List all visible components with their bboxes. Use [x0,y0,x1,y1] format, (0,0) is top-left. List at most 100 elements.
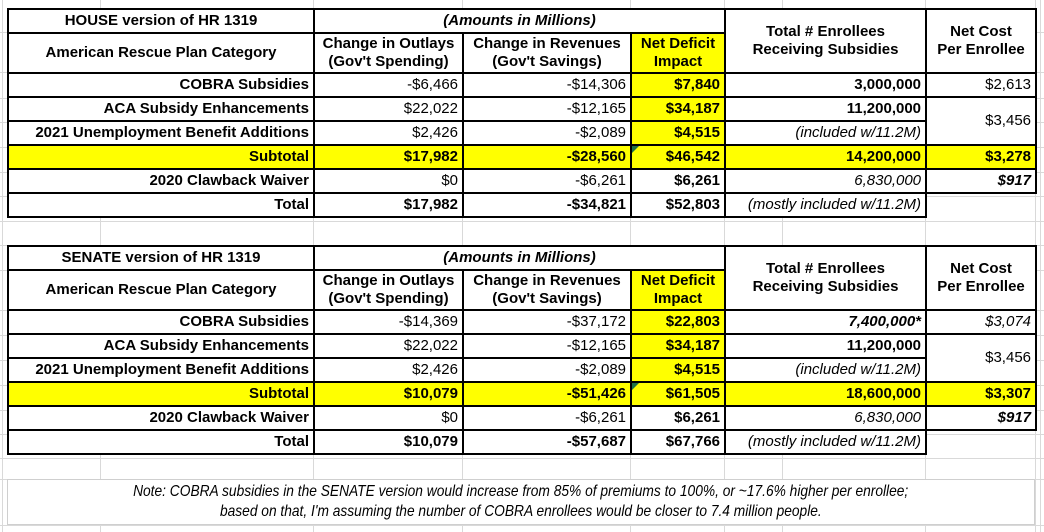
net-cost-cell[interactable]: $3,278 [925,144,1038,170]
revenues-cell[interactable]: -$37,172 [462,309,632,335]
category-cell[interactable]: Total [7,192,315,218]
revenues-cell[interactable]: -$51,426 [462,381,632,407]
deficit-cell[interactable]: $4,515 [629,357,727,383]
enrollees-cell[interactable]: 14,200,000 [724,144,928,170]
net-cost-header-line1: Net Cost [950,23,1012,40]
outlays-cell[interactable]: -$14,369 [313,309,464,335]
revenues-cell[interactable]: -$34,821 [462,192,632,218]
senate-aca-row: ACA Subsidy Enhancements $22,022 -$12,16… [7,333,1038,383]
revenues-cell[interactable]: -$6,261 [462,168,632,194]
category-cell[interactable]: ACA Subsidy Enhancements [7,96,315,122]
net-cost-cell[interactable]: $3,074 [925,309,1038,335]
deficit-cell[interactable]: $7,840 [629,72,727,98]
outlays-cell[interactable]: $22,022 [313,96,464,122]
category-cell[interactable]: COBRA Subsidies [7,72,315,98]
enrollees-cell[interactable]: 3,000,000 [724,72,928,98]
outlays-cell[interactable]: $10,079 [313,381,464,407]
revenues-cell[interactable]: -$57,687 [462,429,632,455]
category-cell[interactable]: Total [7,429,315,455]
outlays-cell[interactable]: $10,079 [313,429,464,455]
net-cost-cell[interactable]: $917 [925,168,1038,194]
deficit-header-line1: Net Deficit [640,272,716,289]
net-cost-header-line1: Net Cost [950,260,1012,277]
category-cell[interactable]: COBRA Subsidies [7,309,315,335]
enrollees-cell[interactable]: 18,600,000 [724,381,928,407]
enrollees-header-cell[interactable]: Total # Enrollees Receiving Subsidies [724,245,928,311]
category-header-cell[interactable]: American Rescue Plan Category [7,269,315,311]
enrollees-cell[interactable]: 6,830,000 [724,168,928,194]
category-cell[interactable]: Subtotal [7,381,315,407]
enrollees-cell[interactable]: (included w/11.2M) [724,357,928,383]
enrollees-cell[interactable]: 7,400,000* [724,309,928,335]
category-cell[interactable]: 2020 Clawback Waiver [7,405,315,431]
deficit-cell[interactable]: $22,803 [629,309,727,335]
net-cost-cell[interactable]: $3,307 [925,381,1038,407]
deficit-value: $46,542 [665,148,721,165]
amounts-in-millions-cell[interactable]: (Amounts in Millions) [312,8,727,34]
enrollees-cell[interactable]: 6,830,000 [724,405,928,431]
senate-title-row: SENATE version of HR 1319 (Amounts in Mi… [7,245,1038,311]
category-cell[interactable]: 2020 Clawback Waiver [7,168,315,194]
revenues-cell[interactable]: -$2,089 [462,120,632,146]
excel-error-flag-icon [633,384,639,390]
excel-error-flag-icon [633,147,639,153]
revenues-cell[interactable]: -$6,261 [462,405,632,431]
revenues-header-cell[interactable]: Change in Revenues (Gov't Savings) [462,269,632,311]
outlays-cell[interactable]: $2,426 [313,357,464,383]
category-header-cell[interactable]: American Rescue Plan Category [7,32,315,74]
net-cost-cell[interactable]: $917 [925,405,1038,431]
table-title-cell[interactable]: HOUSE version of HR 1319 [7,8,315,34]
enrollees-cell[interactable]: (mostly included w/11.2M) [724,429,928,455]
revenues-cell[interactable]: -$2,089 [462,357,632,383]
revenues-cell[interactable]: -$12,165 [462,333,632,359]
outlays-cell[interactable]: $0 [313,168,464,194]
deficit-cell[interactable]: $67,766 [629,429,727,455]
deficit-header-cell[interactable]: Net Deficit Impact [629,32,727,74]
category-cell[interactable]: 2021 Unemployment Benefit Additions [7,120,315,146]
revenues-header-line1: Change in Revenues [473,272,621,289]
deficit-cell[interactable]: $4,515 [629,120,727,146]
net-cost-header-cell[interactable]: Net Cost Per Enrollee [925,8,1038,74]
footnote-line2: based on that, I'm assuming the number o… [220,503,822,520]
senate-subtotal-row: Subtotal $10,079 -$51,426 $61,505 18,600… [7,381,1038,407]
enrollees-header-cell[interactable]: Total # Enrollees Receiving Subsidies [724,8,928,74]
category-cell[interactable]: 2021 Unemployment Benefit Additions [7,357,315,383]
revenues-cell[interactable]: -$28,560 [462,144,632,170]
deficit-cell[interactable]: $46,542 [629,144,727,170]
senate-unemployment-row: 2021 Unemployment Benefit Additions $2,4… [7,357,1036,383]
enrollees-cell[interactable]: (included w/11.2M) [724,120,928,146]
enrollees-cell[interactable]: 11,200,000 [724,333,928,359]
outlays-cell[interactable]: $17,982 [313,192,464,218]
senate-header-row: American Rescue Plan Category Change in … [7,269,1036,311]
net-cost-merged-cell[interactable]: $3,456 [925,333,1038,383]
outlays-cell[interactable]: $22,022 [313,333,464,359]
net-cost-merged-cell[interactable]: $3,456 [925,96,1038,146]
revenues-cell[interactable]: -$14,306 [462,72,632,98]
outlays-cell[interactable]: $2,426 [313,120,464,146]
category-cell[interactable]: Subtotal [7,144,315,170]
revenues-header-cell[interactable]: Change in Revenues (Gov't Savings) [462,32,632,74]
enrollees-cell[interactable]: (mostly included w/11.2M) [724,192,928,218]
deficit-cell[interactable]: $6,261 [629,168,727,194]
net-cost-cell[interactable]: $2,613 [925,72,1038,98]
enrollees-cell[interactable]: 11,200,000 [724,96,928,122]
deficit-cell[interactable]: $52,803 [629,192,727,218]
net-cost-header-line2: Per Enrollee [937,278,1025,295]
deficit-cell[interactable]: $34,187 [629,96,727,122]
deficit-header-cell[interactable]: Net Deficit Impact [629,269,727,311]
outlays-cell[interactable]: -$6,466 [313,72,464,98]
category-cell[interactable]: ACA Subsidy Enhancements [7,333,315,359]
deficit-cell[interactable]: $6,261 [629,405,727,431]
house-aca-row: ACA Subsidy Enhancements $22,022 -$12,16… [7,96,1038,146]
outlays-cell[interactable]: $17,982 [313,144,464,170]
table-title-cell[interactable]: SENATE version of HR 1319 [7,245,315,271]
outlays-cell[interactable]: $0 [313,405,464,431]
amounts-in-millions-cell[interactable]: (Amounts in Millions) [312,245,727,271]
outlays-header-cell[interactable]: Change in Outlays (Gov't Spending) [313,32,464,74]
footnote-box[interactable]: Note: COBRA subsidies in the SENATE vers… [7,479,1035,525]
revenues-cell[interactable]: -$12,165 [462,96,632,122]
deficit-cell[interactable]: $34,187 [629,333,727,359]
deficit-cell[interactable]: $61,505 [629,381,727,407]
outlays-header-cell[interactable]: Change in Outlays (Gov't Spending) [313,269,464,311]
net-cost-header-cell[interactable]: Net Cost Per Enrollee [925,245,1038,311]
